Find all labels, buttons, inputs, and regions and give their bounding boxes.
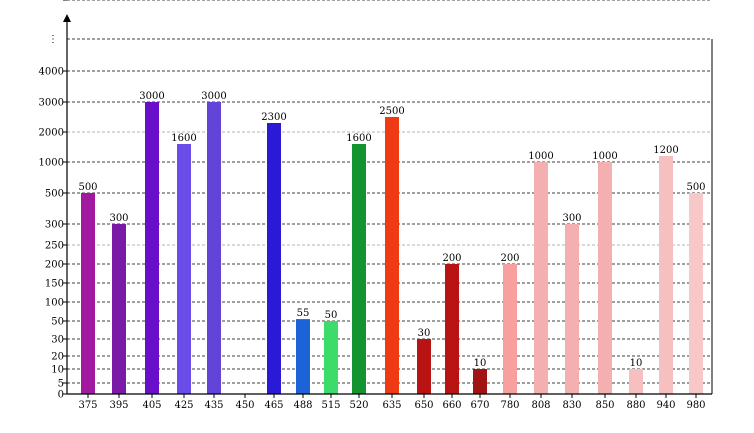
x-tick-label-830: 830 — [562, 400, 581, 411]
y-tick-label: 0 — [58, 390, 64, 401]
bar-880 — [629, 369, 643, 394]
y-tick-label: 10 — [51, 365, 64, 376]
data-label-830: 300 — [562, 213, 581, 224]
data-label-520: 1600 — [346, 133, 371, 144]
y-tick-label: 50 — [51, 317, 64, 328]
data-label-450: 5000 — [232, 0, 257, 3]
y-tick-label: 20 — [51, 352, 64, 363]
x-tick-label-650: 650 — [414, 400, 433, 411]
x-tick-label-395: 395 — [109, 400, 128, 411]
bar-465 — [267, 123, 281, 394]
data-label-880: 10 — [630, 358, 643, 369]
x-tick-label-780: 780 — [500, 400, 519, 411]
y-tick-label: 1000 — [39, 158, 64, 169]
bar-405 — [145, 102, 159, 394]
x-tick-label-488: 488 — [293, 400, 312, 411]
bar-435 — [207, 102, 221, 394]
bar-425 — [177, 144, 191, 394]
x-tick-label-940: 940 — [656, 400, 675, 411]
data-label-395: 300 — [109, 213, 128, 224]
y-tick-label: 250 — [45, 241, 64, 252]
y-tick-label: 30 — [51, 335, 64, 346]
data-label-635: 2500 — [379, 106, 404, 117]
x-tick-label-515: 515 — [321, 400, 340, 411]
data-label-670: 10 — [474, 358, 487, 369]
y-tick-label: 3000 — [39, 98, 64, 109]
bar-650 — [417, 339, 431, 394]
y-axis-ticks: 05 10 20 30 50 100 150 200 250 300 500 1000 2000 3000… — [39, 0, 67, 401]
y-axis-arrow-icon — [63, 14, 71, 22]
x-tick-label-660: 660 — [442, 400, 461, 411]
y-tick-label: 150 — [45, 279, 64, 290]
bar-515 — [324, 321, 338, 394]
x-tick-label-808: 808 — [531, 400, 550, 411]
x-tick-label-880: 880 — [626, 400, 645, 411]
bar-808 — [534, 162, 548, 394]
bar-375 — [81, 193, 95, 394]
bars — [81, 102, 703, 394]
data-label-375: 500 — [78, 182, 97, 193]
bar-520 — [352, 144, 366, 394]
bar-635 — [385, 117, 399, 394]
bar-830 — [565, 224, 579, 394]
data-label-940: 1200 — [653, 145, 678, 156]
y-tick-label: 5 — [58, 379, 64, 390]
bar-980 — [689, 193, 703, 394]
bar-395 — [112, 224, 126, 394]
x-tick-label-425: 425 — [174, 400, 193, 411]
bar-850 — [598, 162, 612, 394]
x-tick-label-850: 850 — [595, 400, 614, 411]
y-tick-label: 5000 — [39, 0, 64, 3]
x-tick-label-465: 465 — [264, 400, 283, 411]
data-labels: 500 300 3000 1600 3000 5000 2300 55 50 1600 2500 30… — [78, 0, 705, 369]
y-tick-label: 300 — [45, 220, 64, 231]
data-label-515: 50 — [325, 310, 338, 321]
data-label-660: 200 — [442, 253, 461, 264]
data-label-650: 30 — [418, 328, 431, 339]
x-tick-label-375: 375 — [78, 400, 97, 411]
x-tick-label-520: 520 — [349, 400, 368, 411]
data-label-980: 500 — [686, 182, 705, 193]
data-label-465: 2300 — [261, 112, 286, 123]
x-tick-label-980: 980 — [686, 400, 705, 411]
bar-780 — [503, 264, 517, 394]
x-tick-label-635: 635 — [382, 400, 401, 411]
data-label-808: 1000 — [528, 151, 553, 162]
x-tick-label-435: 435 — [204, 400, 223, 411]
bar-940 — [659, 156, 673, 394]
data-label-425: 1600 — [171, 133, 196, 144]
y-tick-label: 100 — [45, 298, 64, 309]
y-axis-ellipsis: ⋮ — [48, 34, 58, 45]
data-label-435: 3000 — [201, 91, 226, 102]
bar-488 — [296, 319, 310, 394]
bar-670 — [473, 369, 487, 394]
y-tick-label: 2000 — [39, 128, 64, 139]
data-label-488: 55 — [297, 308, 310, 319]
data-label-850: 1000 — [592, 151, 617, 162]
data-label-405: 3000 — [139, 91, 164, 102]
data-label-780: 200 — [500, 253, 519, 264]
bar-660 — [445, 264, 459, 394]
x-tick-label-405: 405 — [142, 400, 161, 411]
y-tick-label: 4000 — [39, 67, 64, 78]
x-axis-ticks: 375 395 405 425 435 450 465 488 515 520 635 650 660 6… — [78, 394, 706, 411]
x-tick-label-450: 450 — [235, 400, 254, 411]
y-tick-label: 200 — [45, 260, 64, 271]
axes — [63, 14, 713, 395]
y-tick-label: 500 — [45, 189, 64, 200]
x-tick-label-670: 670 — [470, 400, 489, 411]
